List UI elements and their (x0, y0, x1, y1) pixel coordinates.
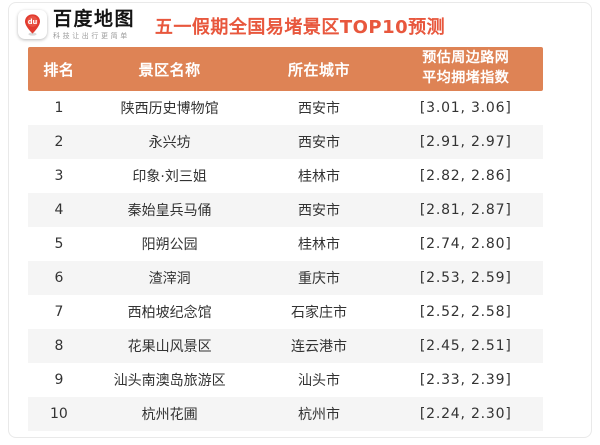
rank-cell: 10 (49, 406, 68, 422)
rank-cell: 5 (54, 236, 64, 252)
index-cell: [2.74, 2.80] (419, 236, 512, 252)
table-row: 3 印象·刘三姐 桂林市 [2.82, 2.86] (28, 159, 543, 193)
map-pin-icon: du (18, 10, 47, 39)
spot-name-cell: 阳朔公园 (141, 237, 198, 253)
index-cell: [2.45, 2.51] (419, 338, 512, 354)
rank-cell: 1 (54, 100, 64, 116)
report-card: du 百度地图 科技让出行更简单 五一假期全国易堵景区TOP10预测 排名 景区… (8, 2, 592, 438)
page-title: 五一假期全国易堵景区TOP10预测 (154, 17, 446, 38)
index-cell: [2.82, 2.86] (419, 168, 512, 184)
table-row: 8 花果山风景区 连云港市 [2.45, 2.51] (28, 329, 543, 363)
spot-name-cell: 花果山风景区 (127, 339, 212, 355)
table-row: 6 渣滓洞 重庆市 [2.53, 2.59] (28, 261, 543, 295)
index-cell: [2.24, 2.30] (419, 406, 512, 422)
spot-name-cell: 永兴坊 (148, 135, 191, 151)
spot-name-cell: 印象·刘三姐 (132, 169, 207, 185)
table-row: 7 西柏坡纪念馆 石家庄市 [2.52, 2.58] (28, 295, 543, 329)
rank-cell: 8 (54, 338, 64, 354)
city-cell: 桂林市 (297, 169, 340, 185)
spot-name-cell: 陕西历史博物馆 (120, 101, 219, 117)
rank-cell: 2 (54, 134, 64, 150)
city-cell: 杭州市 (297, 407, 340, 423)
spot-name-cell: 西柏坡纪念馆 (127, 305, 212, 321)
header-rank: 排名 (43, 60, 75, 79)
spot-name-cell: 汕头南澳岛旅游区 (113, 373, 226, 389)
table-row: 10 杭州花圃 杭州市 [2.24, 2.30] (28, 397, 543, 431)
table-row: 1 陕西历史博物馆 西安市 [3.01, 3.06] (28, 91, 543, 125)
table-row: 9 汕头南澳岛旅游区 汕头市 [2.33, 2.39] (28, 363, 543, 397)
city-cell: 桂林市 (297, 237, 340, 253)
header-spot-name: 景区名称 (138, 60, 201, 79)
header-congestion-index: 预估周边路网 平均拥堵指数 (422, 50, 510, 86)
index-cell: [2.53, 2.59] (419, 270, 512, 286)
table-row: 4 秦始皇兵马俑 西安市 [2.81, 2.87] (28, 193, 543, 227)
table-header-row: 排名 景区名称 所在城市 预估周边路网 平均拥堵指数 (28, 47, 543, 91)
brand-tagline: 科技让出行更简单 (53, 32, 130, 40)
spot-name-cell: 渣滓洞 (148, 271, 191, 287)
city-cell: 西安市 (297, 203, 340, 219)
table-row: 5 阳朔公园 桂林市 [2.74, 2.80] (28, 227, 543, 261)
index-cell: [2.33, 2.39] (419, 372, 512, 388)
city-cell: 连云港市 (290, 339, 347, 355)
baidu-maps-logo: du 百度地图 科技让出行更简单 (18, 8, 135, 41)
index-cell: [2.52, 2.58] (419, 304, 512, 320)
rank-cell: 4 (54, 202, 64, 218)
spot-name-cell: 秦始皇兵马俑 (127, 203, 212, 219)
brand-name: 百度地图 (53, 8, 136, 30)
city-cell: 西安市 (297, 101, 340, 117)
header-city: 所在城市 (287, 60, 350, 79)
top10-table: 排名 景区名称 所在城市 预估周边路网 平均拥堵指数 1 陕西历史博物馆 西安市… (28, 47, 543, 431)
rank-cell: 6 (54, 270, 64, 286)
pin-du-label: du (28, 18, 38, 26)
city-cell: 重庆市 (297, 271, 340, 287)
city-cell: 汕头市 (297, 373, 340, 389)
index-cell: [2.91, 2.97] (419, 134, 512, 150)
index-cell: [2.81, 2.87] (419, 202, 512, 218)
table-row: 2 永兴坊 西安市 [2.91, 2.97] (28, 125, 543, 159)
rank-cell: 3 (54, 168, 64, 184)
rank-cell: 7 (54, 304, 64, 320)
top-bar: du 百度地图 科技让出行更简单 五一假期全国易堵景区TOP10预测 (9, 3, 591, 47)
spot-name-cell: 杭州花圃 (141, 407, 198, 423)
rank-cell: 9 (54, 372, 64, 388)
index-cell: [3.01, 3.06] (419, 100, 512, 116)
city-cell: 石家庄市 (290, 305, 347, 321)
brand-text: 百度地图 科技让出行更简单 (53, 8, 135, 41)
table-body: 1 陕西历史博物馆 西安市 [3.01, 3.06] 2 永兴坊 西安市 [2.… (28, 91, 543, 431)
city-cell: 西安市 (297, 135, 340, 151)
